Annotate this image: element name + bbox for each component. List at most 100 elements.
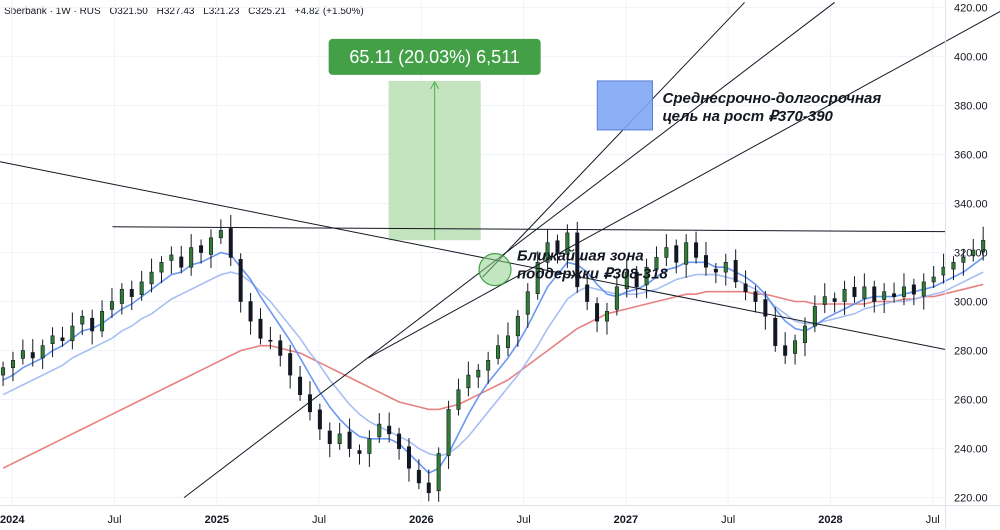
candle-body	[288, 353, 293, 376]
candle-body	[60, 337, 65, 342]
candle-body	[763, 299, 768, 317]
candle-body	[268, 339, 273, 342]
support-label-line1: Ближайшая зона	[517, 248, 644, 265]
candle-body	[20, 350, 25, 359]
candle-body	[416, 469, 421, 484]
grid-layer	[0, 0, 945, 505]
candle-body	[604, 311, 609, 322]
candle-body	[169, 254, 174, 261]
candle-body	[347, 431, 352, 449]
candle-body	[842, 288, 847, 302]
ma-fast-line	[2, 251, 984, 475]
y-tick-label: 420.00	[954, 2, 988, 14]
y-tick-label: 340.00	[954, 198, 988, 210]
x-tick-label: 2025	[205, 514, 229, 526]
candle-body	[119, 288, 124, 304]
candle-body	[525, 291, 530, 315]
candle-body	[515, 315, 520, 337]
candle-body	[614, 286, 619, 310]
measure-arrow-head	[430, 80, 440, 90]
candle-body	[258, 318, 263, 339]
close-value: C325.21	[248, 6, 286, 17]
x-tick-label: 2027	[614, 514, 638, 526]
candle-body	[486, 360, 491, 371]
candle-body	[426, 482, 431, 494]
y-tick-label: 280.00	[954, 346, 988, 358]
candle-body	[941, 266, 946, 276]
candle-body	[595, 303, 600, 322]
candle-body	[90, 317, 95, 332]
low-value: L321.23	[203, 6, 240, 17]
candle-body	[961, 257, 966, 263]
candle-body	[634, 271, 639, 288]
candle-body	[199, 245, 204, 253]
candle-body	[129, 288, 134, 297]
candle-body	[713, 268, 718, 273]
candle-body	[753, 291, 758, 302]
candle-body	[50, 335, 55, 344]
candle-body	[703, 255, 708, 268]
candles	[1, 214, 986, 502]
candle-body	[406, 446, 411, 469]
measure-badge: 65.11 (20.03%) 6,511	[328, 38, 541, 75]
candle-body	[189, 247, 194, 268]
candle-body	[783, 345, 788, 356]
x-tick-label: Jul	[108, 514, 122, 526]
candle-body	[238, 259, 243, 302]
candle-body	[446, 409, 451, 456]
candle-body	[773, 317, 778, 346]
zones	[478, 80, 653, 287]
candle-body	[674, 245, 679, 263]
candle-body	[40, 345, 45, 359]
open-value: O321.50	[109, 6, 148, 17]
symbol-legend: Sberbank · 1W · RUS O321.50 H327.43 L321…	[4, 6, 370, 17]
candle-body	[822, 296, 827, 305]
candle-body	[100, 311, 105, 332]
candle-body	[298, 376, 303, 395]
candle-body	[575, 232, 580, 288]
candle-body	[951, 262, 956, 270]
x-tick-label: 2024	[0, 514, 25, 526]
candle-body	[911, 284, 916, 295]
candle-body	[694, 242, 699, 258]
y-tick-label: 260.00	[954, 395, 988, 407]
support-label-line2: поддержки ₽308-318	[517, 266, 668, 283]
candle-body	[337, 433, 342, 445]
candle-body	[456, 389, 461, 410]
y-tick-label: 380.00	[954, 100, 988, 112]
high-value: H327.43	[156, 6, 195, 17]
candle-body	[921, 281, 926, 297]
candle-body	[931, 276, 936, 283]
candle-body	[1, 367, 6, 376]
trendline	[482, 2, 745, 278]
x-tick-label: Jul	[517, 514, 531, 526]
x-tick-label: Jul	[312, 514, 326, 526]
measure-label: 65.11 (20.03%) 6,511	[349, 47, 519, 67]
candle-body	[793, 340, 798, 354]
candle-body	[367, 438, 372, 454]
moving-averages	[2, 251, 984, 475]
candle-body	[565, 232, 570, 255]
candle-body	[862, 286, 867, 299]
candle-body	[971, 249, 976, 256]
candle-body	[357, 450, 362, 454]
trendline	[367, 10, 1000, 359]
candle-body	[654, 257, 659, 270]
symbol-name: Sberbank · 1W · RUS	[4, 6, 101, 17]
change-value: +4.82 (+1.50%)	[294, 6, 364, 17]
candle-body	[496, 345, 501, 359]
candle-body	[664, 247, 669, 258]
trendline	[183, 2, 835, 499]
candle-body	[872, 286, 877, 302]
candle-body	[585, 284, 590, 302]
candle-body	[387, 425, 392, 435]
candle-body	[901, 286, 906, 297]
y-tick-label: 320.00	[954, 248, 988, 260]
y-tick-label: 240.00	[954, 444, 988, 456]
y-tick-label: 400.00	[954, 51, 988, 63]
candle-body	[317, 409, 322, 430]
ma-slow-line	[2, 283, 984, 469]
x-tick-label: Jul	[721, 514, 735, 526]
